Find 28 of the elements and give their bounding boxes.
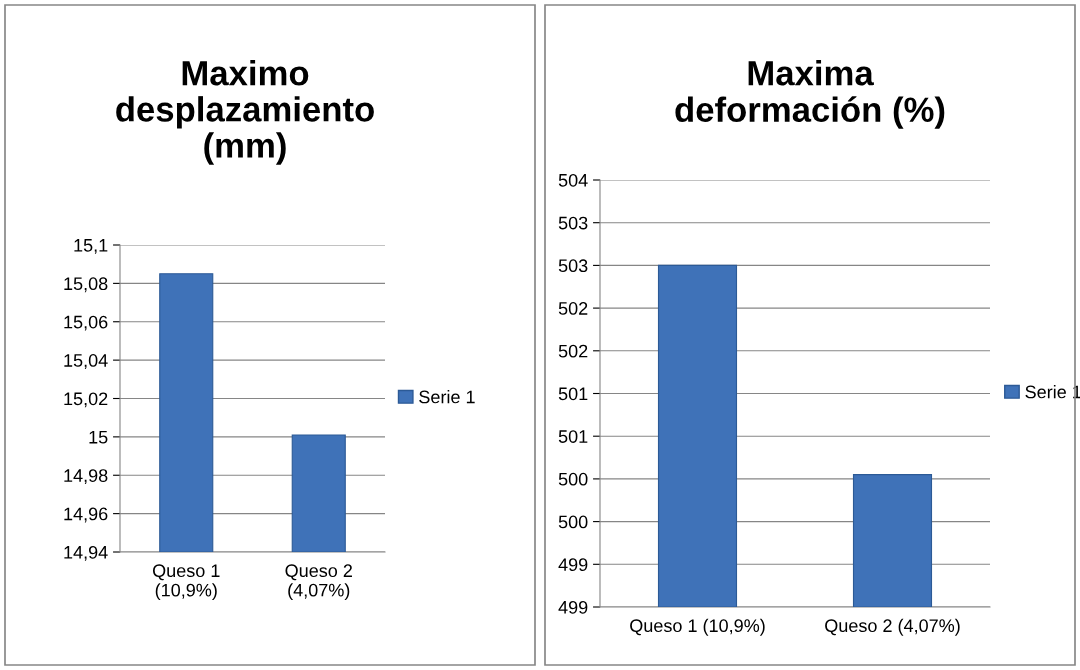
y-tick-label: 500 bbox=[558, 515, 588, 529]
y-tick-label: 501 bbox=[558, 430, 588, 443]
y-tick-label: 499 bbox=[558, 558, 588, 572]
y-tick-label: 14,98 bbox=[64, 469, 108, 485]
y-tick-label: 15,1 bbox=[74, 239, 108, 254]
x-tick-label: Queso 2 (4,07%) bbox=[825, 618, 960, 636]
y-tick-label: 15,04 bbox=[64, 354, 108, 369]
y-tick-label: 501 bbox=[558, 387, 588, 401]
chart-title: Maxima deformación (%) bbox=[675, 60, 945, 129]
x-tick-label: Queso 1 (10,9%) bbox=[152, 564, 220, 601]
y-tick-label: 502 bbox=[558, 344, 588, 358]
y-tick-label: 503 bbox=[558, 216, 588, 230]
legend-label: Serie 1 bbox=[419, 390, 475, 404]
y-tick-label: 15 bbox=[89, 431, 108, 444]
chart-title: Maximo desplazamiento (mm) bbox=[116, 60, 374, 165]
y-tick-label: 499 bbox=[558, 600, 588, 614]
x-tick-label: Queso 1 (10,9%) bbox=[630, 618, 765, 636]
legend-label: Serie 1 bbox=[1025, 385, 1080, 399]
y-tick-label: 502 bbox=[558, 302, 588, 315]
y-tick-label: 14,96 bbox=[64, 507, 108, 523]
y-tick-label: 15,08 bbox=[64, 277, 108, 293]
y-tick-label: 14,94 bbox=[64, 545, 108, 561]
y-tick-label: 503 bbox=[558, 259, 588, 273]
x-tick-label: Queso 2 (4,07%) bbox=[285, 564, 352, 601]
y-tick-label: 15,06 bbox=[64, 315, 108, 331]
y-tick-label: 15,02 bbox=[64, 392, 108, 408]
y-tick-label: 504 bbox=[558, 173, 588, 187]
y-tick-label: 500 bbox=[558, 472, 588, 486]
